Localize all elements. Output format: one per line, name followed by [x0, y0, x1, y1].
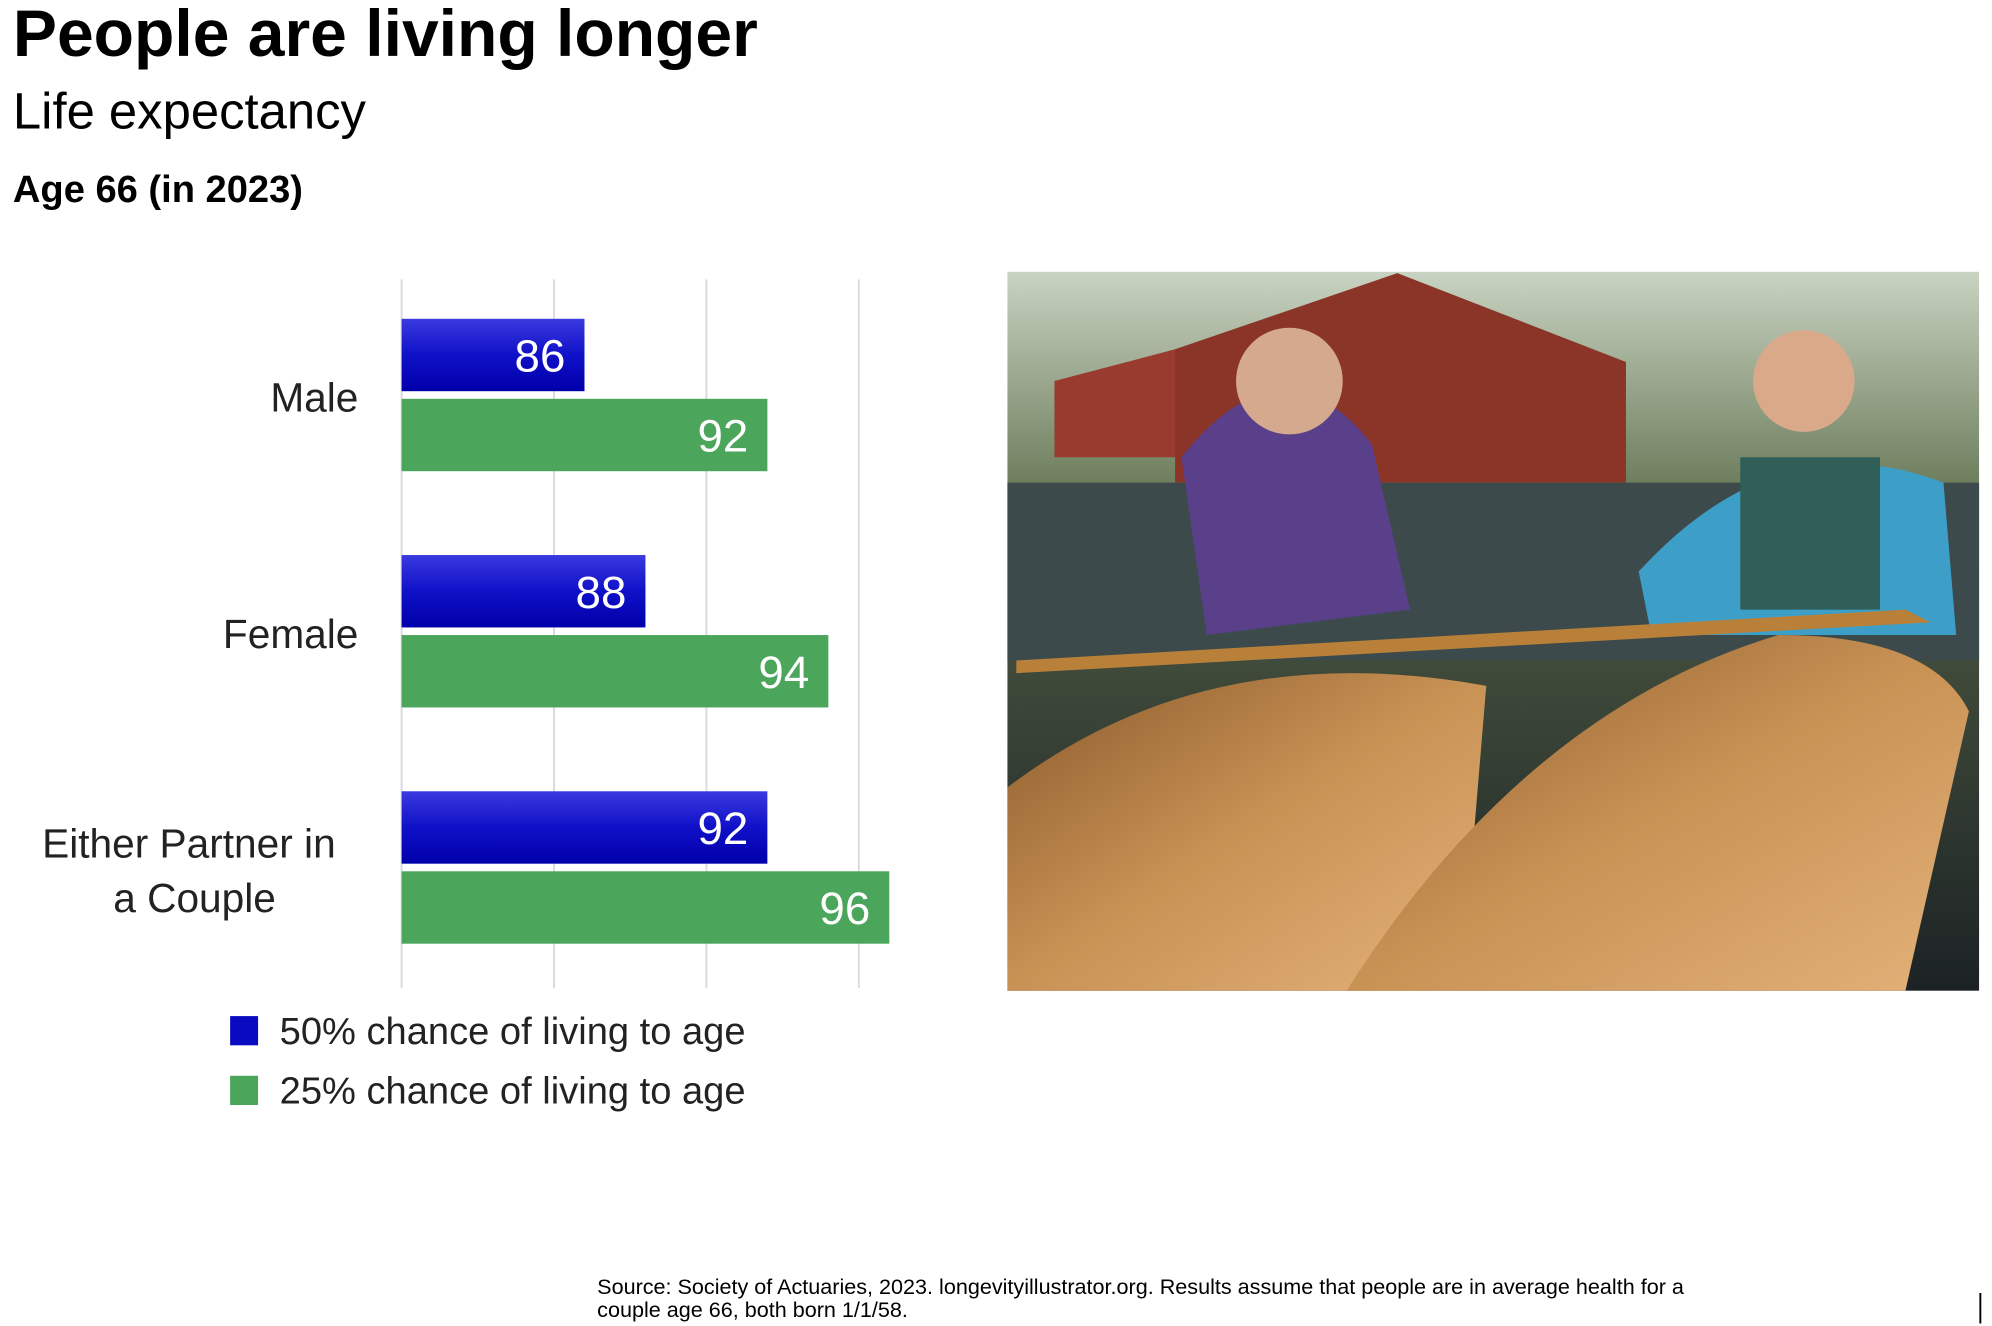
y-tick-label: Either Partner in a Couple [42, 820, 347, 921]
legend-label: 50% chance of living to age [280, 1011, 746, 1053]
bar [401, 555, 646, 628]
chart-subtitle: Life expectancy [13, 82, 367, 139]
legend-swatch [230, 1075, 259, 1105]
value-label: 88 [576, 567, 627, 618]
bar [401, 318, 585, 392]
legend-swatch [230, 1016, 259, 1046]
value-label: 92 [697, 411, 748, 462]
y-tick-label: Male [270, 375, 358, 421]
chart-title: People are living longer [13, 0, 758, 70]
axis-title: Age 66 (in 2023) [13, 169, 303, 211]
y-tick-label: Female [223, 611, 358, 657]
value-label: 96 [819, 883, 870, 934]
bar [401, 871, 890, 944]
bar [401, 398, 768, 472]
legend: 50% chance of living to age 25% chance of… [230, 1011, 746, 1113]
bar [401, 635, 829, 708]
value-label: 92 [697, 803, 748, 854]
legend-label: 25% chance of living to age [280, 1071, 746, 1113]
value-label: 86 [515, 331, 566, 382]
source-note: Source: Society of Actuaries, 2023. long… [597, 1274, 1690, 1322]
bar [401, 791, 768, 864]
value-label: 94 [758, 647, 809, 698]
photo [1007, 271, 1980, 991]
